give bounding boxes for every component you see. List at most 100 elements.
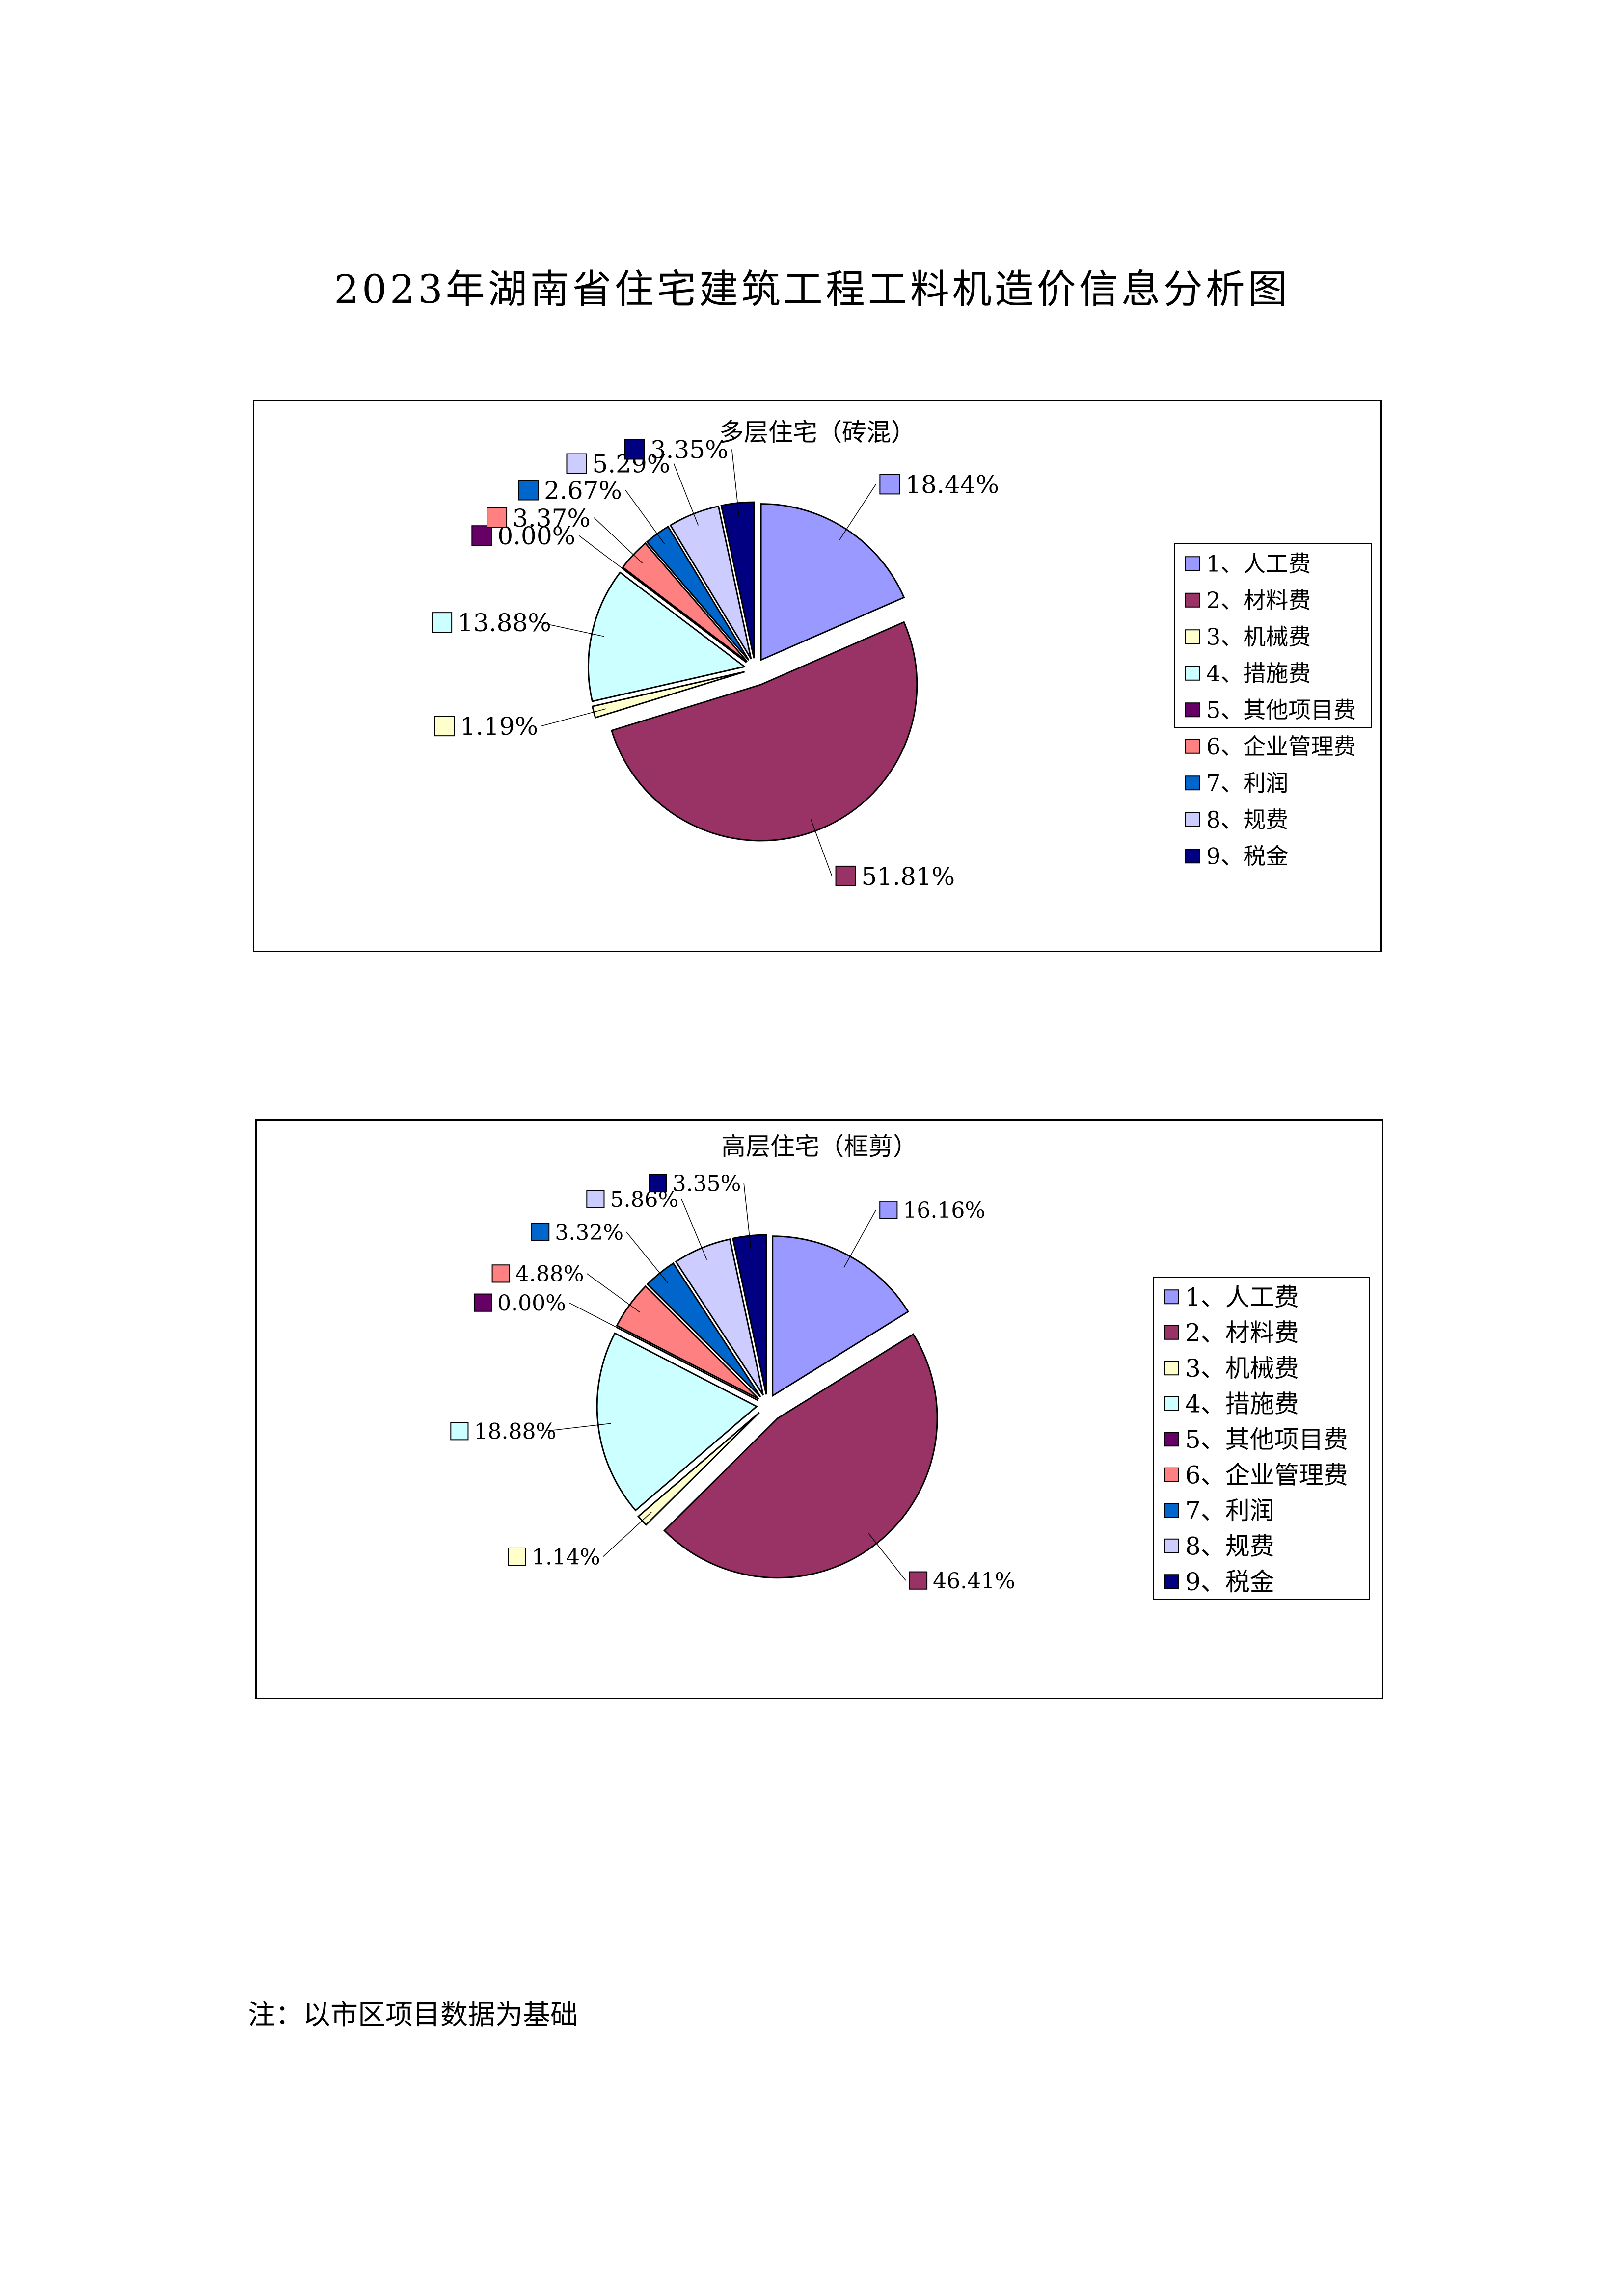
label-swatch-1	[879, 474, 900, 495]
label-swatch-2	[835, 865, 856, 886]
chart-title: 高层住宅（框剪）	[721, 1132, 918, 1161]
legend-swatch-8	[1185, 812, 1200, 827]
data-label-3: 1.19%	[460, 712, 538, 741]
legend-swatch-1	[1164, 1289, 1179, 1305]
leader-line-5	[578, 535, 632, 576]
label-swatch-1	[879, 1201, 898, 1219]
legend-item-2: 2、材料费	[1206, 587, 1311, 614]
legend-item-3: 3、机械费	[1206, 623, 1311, 650]
legend-item-9: 9、税金	[1185, 1568, 1274, 1596]
legend-item-6: 6、企业管理费	[1206, 733, 1356, 760]
label-swatch-6	[491, 1264, 510, 1283]
pie-labels: 18.44%51.81%1.19%13.88%0.00%3.37%2.67%5.…	[432, 435, 999, 891]
leader-line-8	[673, 463, 699, 526]
pie-labels: 16.16% 46.41% 1.14% 18.88% 0.00% 4.88% 3.32% 5.…	[450, 1171, 1015, 1594]
legend: 1、人工费 2、材料费 3、机械费 4、措施费 5、其他项目费 6、企业管理费 7、利润 8、…	[1153, 1277, 1370, 1600]
leader-line-9	[731, 449, 739, 516]
leader-line-2	[810, 819, 833, 877]
data-label-4: 18.88%	[474, 1419, 556, 1444]
label-swatch-7	[531, 1223, 550, 1241]
label-swatch-5	[471, 525, 492, 546]
legend-swatch-2	[1164, 1325, 1179, 1340]
data-label-4: 13.88%	[458, 609, 551, 637]
data-label-7: 3.32%	[555, 1220, 623, 1245]
data-label-1: 16.16%	[903, 1198, 985, 1223]
legend-item-1: 1、人工费	[1185, 1283, 1299, 1311]
legend-item-4: 4、措施费	[1206, 660, 1311, 687]
legend-item-2: 2、材料费	[1185, 1318, 1299, 1347]
label-swatch-8	[566, 453, 587, 474]
pie-slice-5	[622, 567, 747, 663]
legend-swatch-3	[1164, 1361, 1179, 1376]
leader-line-1	[843, 1210, 876, 1268]
legend-item-3: 3、机械费	[1185, 1354, 1299, 1383]
legend-swatch-7	[1164, 1503, 1179, 1518]
legend-item-5: 5、其他项目费	[1185, 1425, 1348, 1454]
label-swatch-3	[508, 1547, 526, 1566]
legend-box	[1174, 543, 1372, 728]
data-label-3: 1.14%	[532, 1545, 600, 1570]
leader-line-8	[681, 1199, 707, 1260]
footnote: 注：以市区项目数据为基础	[248, 1999, 578, 2031]
pie-chart-multistory: 多层住宅（砖混） 18.44% 51.81% 1.19% 13.88% 0.00%3.37…	[432, 418, 1372, 891]
legend-item-8: 8、规费	[1206, 806, 1288, 833]
data-label-5: 0.00%	[497, 522, 575, 550]
pie-slices	[587, 501, 918, 842]
legend-swatch-8	[1164, 1538, 1179, 1553]
data-label-6: 4.88%	[515, 1262, 584, 1287]
data-label-1: 18.44%	[905, 470, 999, 499]
legend-swatch-4	[1185, 666, 1200, 681]
label-swatch-4	[432, 612, 453, 633]
data-label-2: 46.41%	[933, 1569, 1015, 1594]
data-label-6: 3.37%	[513, 504, 591, 533]
label-swatch-2	[909, 1571, 928, 1590]
legend-item-5: 5、其他项目费	[1206, 696, 1356, 723]
chart-highrise: 高层住宅（框剪） 16.16% 46.41% 1.14% 18.88% 0.00% 4.88…	[255, 1119, 1383, 1699]
pie-slice-5	[616, 1326, 758, 1401]
legend-item-7: 7、利润	[1206, 770, 1288, 796]
data-label-9: 3.35%	[650, 435, 729, 464]
chart-multistory: 多层住宅（砖混） 18.44% 51.81% 1.19% 13.88% 0.00% 3.37…	[253, 400, 1382, 952]
leader-line-2	[868, 1533, 906, 1581]
legend-item-9: 9、税金	[1206, 843, 1288, 869]
data-label-8: 5.86%	[610, 1187, 678, 1212]
legend-item-1: 1、人工费	[1206, 550, 1311, 577]
data-label-9: 3.35%	[673, 1171, 741, 1196]
legend-item-8: 8、规费	[1185, 1532, 1274, 1560]
leader-line-5	[568, 1302, 628, 1334]
label-swatch-6	[487, 507, 508, 528]
leader-line-3	[603, 1512, 652, 1557]
leader-line-4	[539, 622, 604, 637]
label-swatch-9	[624, 439, 645, 460]
label-swatch-7	[518, 480, 539, 501]
label-swatch-3	[434, 716, 455, 737]
legend-item-4: 4、措施费	[1185, 1389, 1299, 1418]
pie-chart-highrise: 高层住宅（框剪） 16.16% 46.41% 1.14% 18.88% 0.00% 4.88…	[450, 1132, 1370, 1600]
leader-line-7	[625, 490, 665, 544]
legend-swatch-4	[1164, 1396, 1179, 1411]
legend-swatch-5	[1164, 1432, 1179, 1447]
data-label-5: 0.00%	[497, 1291, 566, 1316]
data-label-2: 51.81%	[862, 862, 955, 891]
label-swatch-4	[450, 1422, 469, 1441]
leader-line-9	[743, 1183, 752, 1249]
pie-slices	[596, 1234, 938, 1579]
label-swatch-5	[473, 1293, 492, 1312]
leader-line-6	[586, 1273, 641, 1313]
leader-line-1	[839, 484, 876, 540]
leader-line-4	[545, 1423, 611, 1432]
legend-item-6: 6、企业管理费	[1185, 1461, 1348, 1489]
label-swatch-8	[586, 1190, 605, 1208]
label-swatch-9	[649, 1174, 667, 1193]
legend: 1、人工费 2、材料费 3、机械费 4、措施费 5、其他项目费 6、企业管理费 7、利润 8、…	[1174, 543, 1372, 869]
data-label-7: 2.67%	[544, 477, 622, 505]
legend-swatch-3	[1185, 629, 1200, 644]
leader-line-6	[594, 517, 643, 564]
legend-box	[1153, 1277, 1370, 1600]
page-title: 2023年湖南省住宅建筑工程工料机造价信息分析图	[334, 267, 1290, 312]
legend-swatch-5	[1185, 702, 1200, 718]
legend-item-7: 7、利润	[1185, 1496, 1274, 1525]
legend-swatch-6	[1164, 1467, 1179, 1482]
leader-line-3	[541, 708, 606, 726]
legend-swatch-9	[1185, 849, 1200, 864]
